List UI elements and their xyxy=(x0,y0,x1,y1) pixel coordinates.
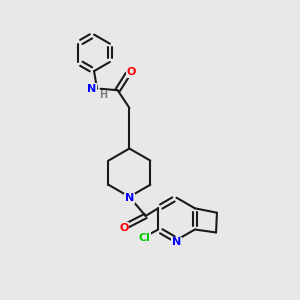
Text: O: O xyxy=(126,67,136,77)
Text: O: O xyxy=(119,223,128,233)
Text: Cl: Cl xyxy=(139,233,151,243)
Text: N: N xyxy=(87,84,96,94)
Text: H: H xyxy=(99,90,107,100)
Text: N: N xyxy=(172,238,181,248)
Text: N: N xyxy=(125,193,134,203)
